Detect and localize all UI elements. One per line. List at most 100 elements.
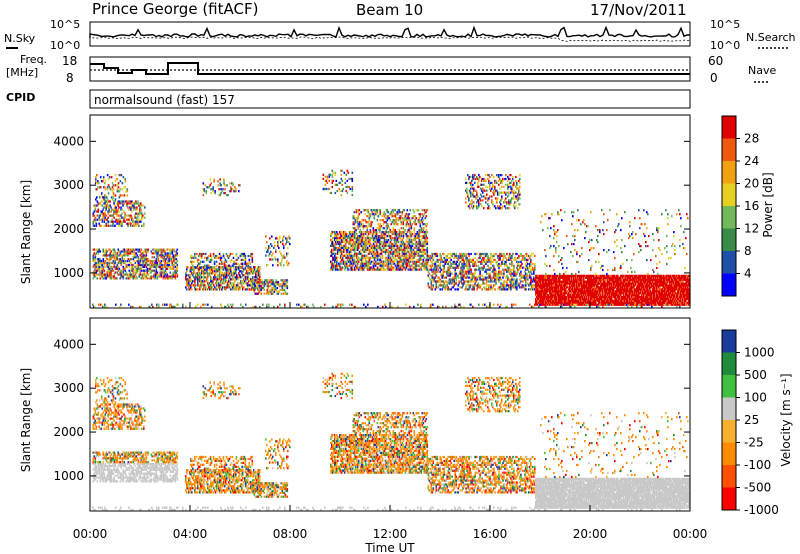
power-cell [335, 264, 337, 267]
power-cell [357, 235, 360, 238]
power-cell [362, 233, 365, 236]
power-cell [424, 238, 427, 242]
power-cell [154, 261, 157, 265]
power-cell [368, 252, 371, 255]
power-cell [378, 264, 381, 267]
power-cell [491, 288, 493, 291]
power-cell [408, 213, 411, 216]
power-cell [431, 254, 434, 258]
power-cell [406, 254, 409, 257]
power-cell [458, 280, 460, 283]
power-cell [379, 209, 382, 212]
power-cell [427, 270, 430, 273]
power-cell [390, 260, 393, 263]
power-cell [189, 284, 191, 287]
power-cell [121, 182, 124, 185]
power-cell [264, 279, 267, 282]
power-cell [103, 252, 106, 255]
power-cell [103, 198, 106, 201]
power-cell [510, 274, 512, 277]
power-cell [413, 235, 416, 238]
power-cell [351, 179, 354, 182]
power-cell [487, 177, 489, 181]
power-cell [356, 235, 359, 238]
power-cell [135, 265, 138, 268]
power-cell [491, 276, 493, 279]
power-cell [359, 250, 362, 253]
power-cell [119, 174, 122, 177]
power-cell [408, 250, 411, 253]
power-cell [496, 262, 498, 265]
power-cell [417, 244, 420, 247]
power-cell [531, 268, 533, 271]
power-cell [228, 264, 231, 267]
power-cell [496, 189, 498, 192]
power-cell [251, 258, 254, 261]
power-cell [251, 268, 253, 271]
power-cell [98, 265, 101, 268]
power-cell [332, 240, 334, 244]
power-cell [476, 175, 478, 179]
power-cell [447, 256, 449, 260]
power-cell [146, 250, 149, 253]
power-cell [491, 270, 493, 273]
power-cell [107, 216, 109, 219]
power-cell [441, 284, 443, 287]
power-cell [130, 248, 133, 251]
power-cell [218, 286, 220, 289]
power-cell [341, 183, 344, 186]
power-cell [367, 268, 370, 271]
power-cell [355, 254, 358, 257]
power-cell [418, 238, 421, 242]
power-cell [283, 244, 285, 248]
power-cell [106, 263, 109, 267]
power-cell [223, 192, 225, 195]
power-cell [204, 284, 206, 287]
power-cell [197, 288, 199, 291]
power-cell [399, 246, 402, 249]
power-cell [110, 250, 113, 253]
power-cell [438, 280, 440, 283]
power-cell [229, 260, 232, 263]
power-cell [122, 254, 125, 257]
power-cell [425, 242, 428, 246]
power-cell [367, 211, 370, 214]
power-cell [253, 272, 255, 275]
power-cell [453, 266, 455, 269]
power-cell [214, 270, 216, 273]
power-cell [455, 264, 457, 267]
power-cell [451, 262, 453, 265]
power-cell [472, 201, 474, 204]
power-cell [480, 187, 482, 190]
power-cell [371, 248, 374, 251]
power-cell [406, 236, 409, 240]
power-cell [395, 244, 398, 247]
power-cell [118, 267, 121, 270]
power-cell [324, 175, 327, 178]
power-cell [199, 254, 202, 258]
power-cell [143, 261, 146, 265]
power-cell [175, 250, 178, 253]
power-cell [455, 282, 457, 285]
power-cell [123, 254, 126, 257]
power-cell [209, 254, 212, 258]
power-cell [132, 252, 135, 255]
power-cell [432, 268, 435, 271]
power-cell [94, 275, 97, 278]
power-cell [528, 266, 530, 269]
power-cell [156, 256, 159, 259]
power-cell [271, 286, 274, 290]
power-cell [202, 252, 205, 256]
power-cell [489, 268, 491, 271]
power-cell [427, 274, 430, 277]
power-cell [98, 214, 100, 217]
power-cell [284, 283, 287, 286]
power-cell [466, 270, 468, 273]
power-cell [425, 235, 428, 238]
power-cell [378, 238, 381, 242]
power-cell [165, 261, 168, 265]
power-cell [162, 258, 165, 261]
power-cell [470, 258, 472, 261]
power-cell [137, 214, 139, 217]
power-cell [265, 254, 267, 257]
